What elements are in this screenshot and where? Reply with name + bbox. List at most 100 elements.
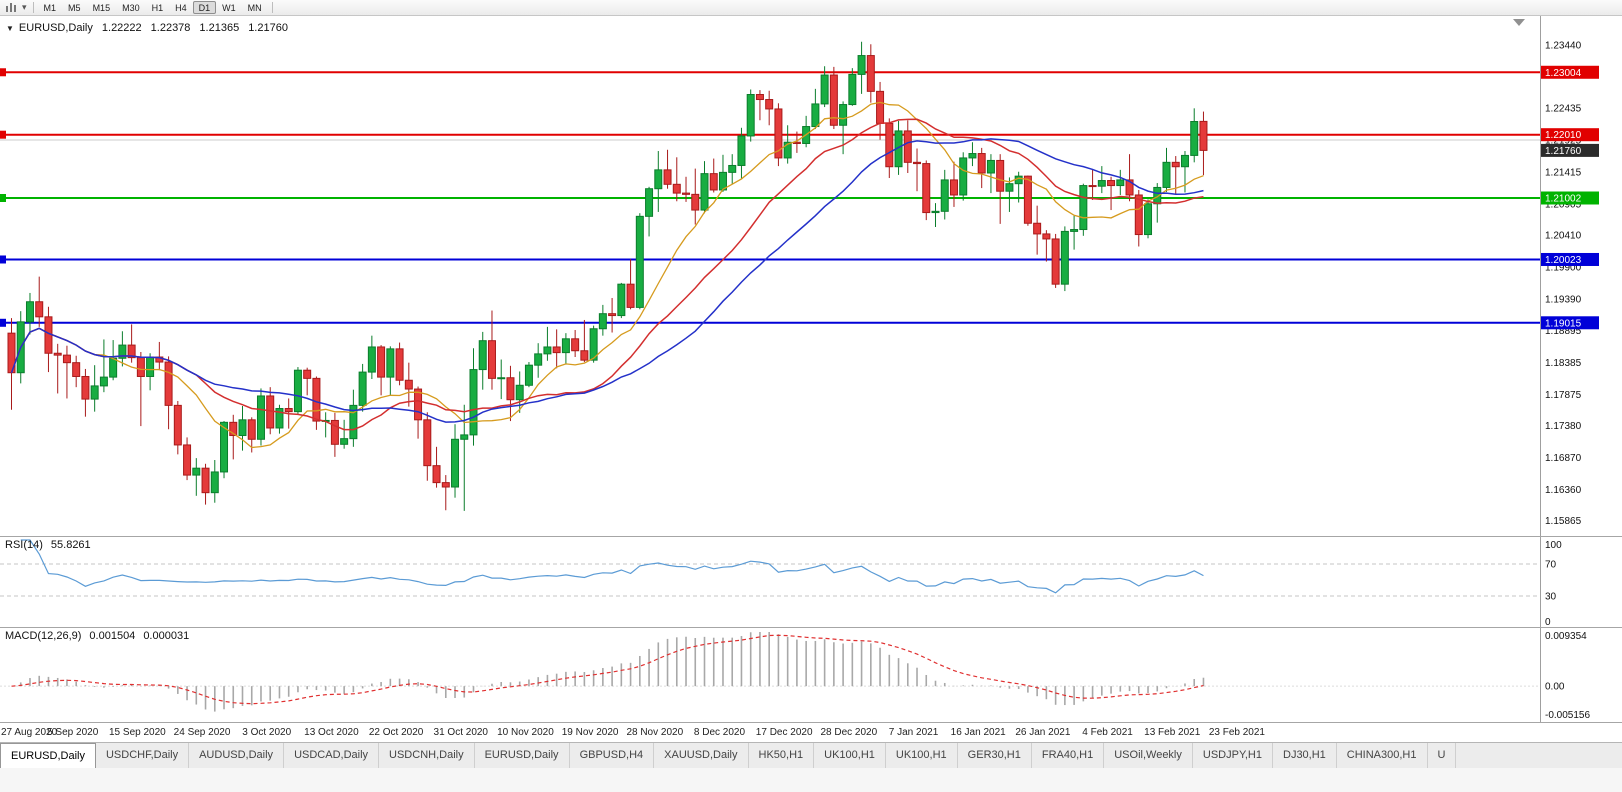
- price-tick-label: 1.20905: [1545, 200, 1582, 211]
- candle-body: [524, 364, 533, 386]
- candle-body: [968, 153, 977, 159]
- candle-body: [136, 357, 145, 377]
- candle-body: [62, 354, 71, 364]
- candle-body: [90, 385, 99, 400]
- candle-body: [783, 141, 792, 159]
- price-badge-box: [1541, 65, 1599, 79]
- candle-body: [922, 163, 931, 214]
- symbol-tab-usoil-weekly[interactable]: USOil,Weekly: [1104, 743, 1193, 768]
- symbol-tab-xauusd-daily[interactable]: XAUUSD,Daily: [654, 743, 749, 768]
- candle-body: [229, 421, 238, 437]
- symbol-tab-eurusd-daily[interactable]: EURUSD,Daily: [0, 743, 96, 768]
- candle-body: [654, 169, 663, 190]
- candle-body: [839, 104, 848, 126]
- symbol-tab-hk50-h1[interactable]: HK50,H1: [749, 743, 815, 768]
- candle-body: [903, 130, 912, 163]
- candle-body: [635, 215, 644, 308]
- price-badge-box: [1541, 316, 1599, 330]
- candle-body: [487, 340, 496, 379]
- chart-canvas[interactable]: 1.234401.224351.219251.214151.209051.204…: [0, 16, 1622, 742]
- candle-body: [1051, 238, 1060, 285]
- price-badge-text: 1.19015: [1545, 318, 1582, 329]
- candle-body: [1014, 175, 1023, 185]
- timeframe-button-d1[interactable]: D1: [192, 1, 217, 14]
- date-label: 13 Feb 2021: [1144, 727, 1201, 738]
- candle-body: [940, 179, 949, 212]
- candle-body: [256, 395, 265, 440]
- toolbar-separator: [32, 2, 34, 13]
- candle-body: [275, 408, 284, 429]
- date-label: 28 Dec 2020: [820, 727, 877, 738]
- timeframe-button-mn[interactable]: MN: [247, 3, 262, 13]
- symbol-tab-china300-h1[interactable]: CHINA300,H1: [1337, 743, 1428, 768]
- timeframe-button-w1[interactable]: W1: [222, 3, 236, 13]
- price-tick-label: 1.16360: [1545, 485, 1582, 496]
- candle-body: [663, 169, 672, 185]
- timeframe-button-m5[interactable]: M5: [68, 3, 81, 13]
- candle-body: [118, 344, 127, 359]
- chart-area[interactable]: 1.234401.224351.219251.214151.209051.204…: [0, 16, 1622, 742]
- symbol-tab-usdchf-daily[interactable]: USDCHF,Daily: [96, 743, 190, 768]
- timeframe-toolbar: ▾ M1 M5 M15 M30 H1 H4 D1 W1 MN: [0, 0, 1622, 16]
- candle-body: [986, 159, 995, 174]
- symbol-tab-uk100-h1[interactable]: UK100,H1: [814, 743, 886, 768]
- symbol-tab-usdjpy-h1[interactable]: USDJPY,H1: [1193, 743, 1273, 768]
- symbol-tab-fra40-h1[interactable]: FRA40,H1: [1032, 743, 1105, 768]
- timeframe-button-m1[interactable]: M1: [43, 3, 57, 13]
- ma-fast-line: [10, 101, 1204, 449]
- symbol-tab-usdcnh-daily[interactable]: USDCNH,Daily: [379, 743, 475, 768]
- candle-body: [358, 371, 367, 406]
- candle-body: [672, 183, 681, 194]
- date-label: 27 Aug 2020: [1, 727, 58, 738]
- candle-body: [423, 419, 432, 467]
- candle-body: [1180, 154, 1189, 168]
- date-label: 22 Oct 2020: [369, 727, 424, 738]
- candle-body: [293, 369, 302, 413]
- candle-body: [1088, 185, 1097, 188]
- candle-body: [367, 346, 376, 373]
- timeframe-button-h4[interactable]: H4: [175, 3, 187, 13]
- symbol-tab-uk100-h1[interactable]: UK100,H1: [886, 743, 958, 768]
- candle-body: [691, 193, 700, 211]
- candle-body: [349, 404, 358, 440]
- timeframe-buttons: M1 M5 M15 M30 H1 H4 D1 W1 MN: [38, 1, 268, 14]
- chart-shift-marker-icon[interactable]: [1513, 19, 1525, 26]
- candle-body: [173, 404, 182, 446]
- candle-body: [996, 159, 1005, 192]
- symbol-tab-usdcad-daily[interactable]: USDCAD,Daily: [284, 743, 380, 768]
- symbol-tab-audusd-daily[interactable]: AUDUSD,Daily: [189, 743, 285, 768]
- symbol-tab-ger30-h1[interactable]: GER30,H1: [958, 743, 1032, 768]
- candle-body: [210, 471, 219, 494]
- timeframe-button-m15[interactable]: M15: [92, 3, 111, 13]
- timeframe-button-m30[interactable]: M30: [122, 3, 140, 13]
- date-label: 15 Sep 2020: [109, 727, 166, 738]
- symbol-tab-dj30-h1[interactable]: DJ30,H1: [1273, 743, 1337, 768]
- hline-left-marker: [0, 130, 6, 139]
- candle-body: [109, 357, 118, 378]
- candle-body: [1199, 120, 1208, 151]
- candle-body: [931, 210, 940, 214]
- candle-body: [25, 301, 34, 323]
- price-badge-1-20023: 1.20023: [1541, 252, 1599, 266]
- chart-type-icon[interactable]: [5, 2, 18, 13]
- date-label: 26 Jan 2021: [1015, 727, 1070, 738]
- candle-body: [949, 179, 958, 196]
- rsi-scale-70: 70: [1545, 560, 1557, 571]
- ma-slow-line: [10, 138, 1204, 423]
- chart-type-dropdown-icon[interactable]: ▾: [22, 2, 27, 12]
- timeframe-button-h1[interactable]: H1: [151, 3, 164, 13]
- candle-body: [848, 73, 857, 106]
- candle-body: [404, 379, 413, 390]
- rsi-scale-0: 0: [1545, 617, 1551, 628]
- date-label: 19 Nov 2020: [562, 727, 619, 738]
- symbol-tab-u[interactable]: U: [1428, 743, 1457, 768]
- macd-panel: 0.009354 0.00 -0.005156: [0, 631, 1590, 721]
- date-label: 8 Dec 2020: [694, 727, 746, 738]
- symbol-tab-eurusd-daily[interactable]: EURUSD,Daily: [475, 743, 570, 768]
- candle-body: [1060, 230, 1069, 285]
- candle-body: [414, 388, 423, 421]
- symbol-tab-gbpusd-h4[interactable]: GBPUSD,H4: [570, 743, 655, 768]
- candle-body: [192, 467, 201, 476]
